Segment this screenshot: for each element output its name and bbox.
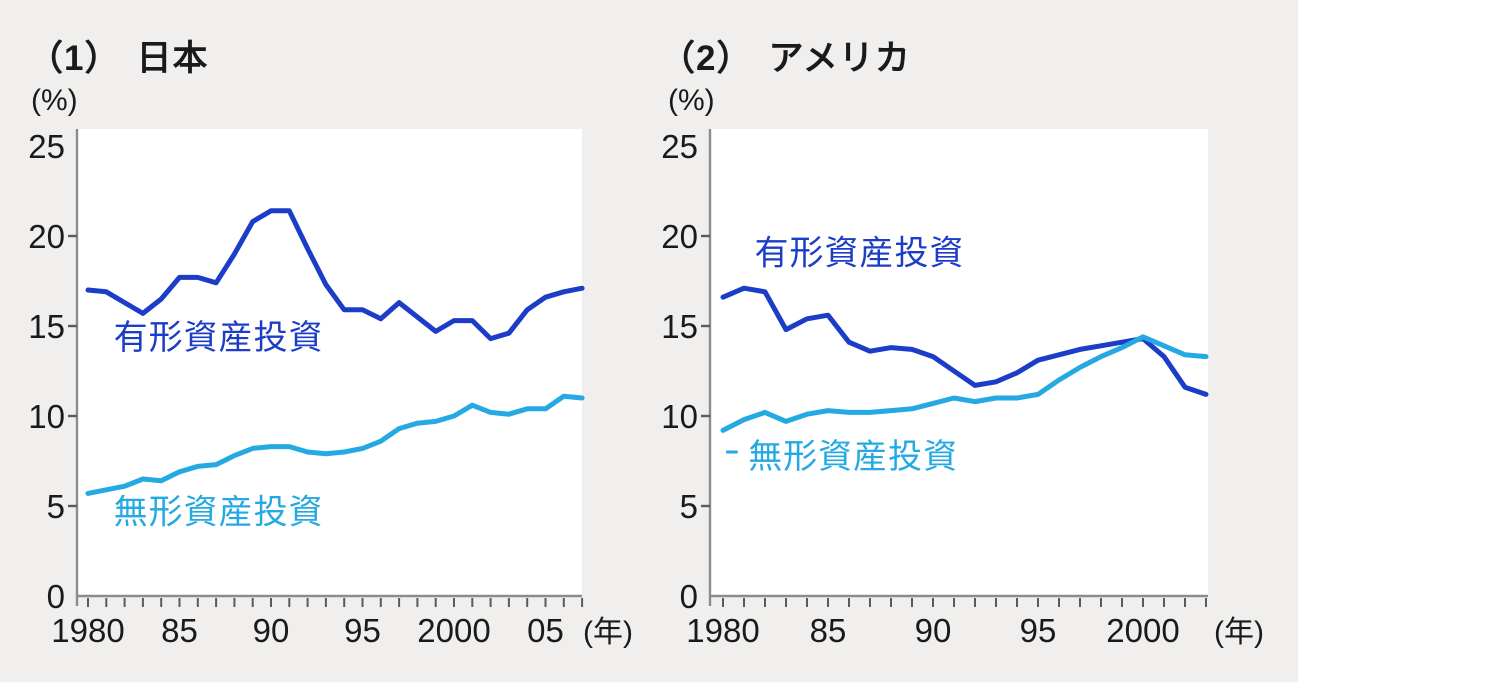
x-tick-label: 95	[344, 612, 381, 649]
y-tick-label: 15	[661, 308, 698, 345]
chart1-y-unit-label: (%)	[31, 84, 78, 117]
y-tick-label: 20	[28, 218, 65, 255]
y-tick-label: 15	[28, 308, 65, 345]
y-tick-label: 0	[47, 578, 65, 615]
intangible-investment-line	[85, 393, 585, 496]
chart1-title-text: 日本	[136, 39, 209, 78]
y-tick-label: 25	[661, 128, 698, 165]
x-tick-label: 1980	[51, 612, 124, 649]
chart1-title-number: （1）	[28, 39, 121, 78]
tangible-investment-line	[720, 285, 1209, 397]
tangible-investment-label: 有形資産投資	[114, 319, 324, 357]
y-tick-label: 10	[661, 398, 698, 435]
chart2-y-unit-label: (%)	[668, 84, 715, 117]
x-tick-label: 85	[810, 612, 847, 649]
x-tick-label: 1980	[686, 612, 759, 649]
intangible-investment-label: 無形資産投資	[114, 494, 324, 532]
chart1-x-unit-label: (年)	[583, 616, 633, 649]
chart1-title: （1） 日本	[28, 30, 208, 81]
intangible-investment-line	[720, 334, 1209, 433]
y-tick-label: 5	[680, 488, 698, 525]
plot-area-usa	[710, 129, 1208, 596]
tangible-investment-label: 有形資産投資	[755, 234, 965, 272]
y-tick-label: 0	[680, 578, 698, 615]
x-tick-label: 2000	[417, 612, 490, 649]
chart2-title: （2） アメリカ	[660, 30, 911, 81]
y-tick-label: 25	[28, 128, 65, 165]
x-tick-label: 2000	[1106, 612, 1179, 649]
chart2-title-text: アメリカ	[768, 39, 911, 78]
intangible-investment-label: 無形資産投資	[748, 438, 958, 476]
x-tick-label: 05	[527, 612, 564, 649]
y-tick-label: 10	[28, 398, 65, 435]
y-tick-label: 20	[661, 218, 698, 255]
x-tick-label: 90	[253, 612, 290, 649]
x-tick-label: 95	[1020, 612, 1057, 649]
tangible-investment-line	[85, 208, 585, 342]
y-tick-label: 5	[47, 488, 65, 525]
chart2-x-unit-label: (年)	[1214, 616, 1264, 649]
chart2-title-number: （2）	[660, 39, 753, 78]
x-tick-label: 85	[161, 612, 198, 649]
x-tick-label: 90	[915, 612, 952, 649]
plot-area-japan	[77, 129, 582, 596]
